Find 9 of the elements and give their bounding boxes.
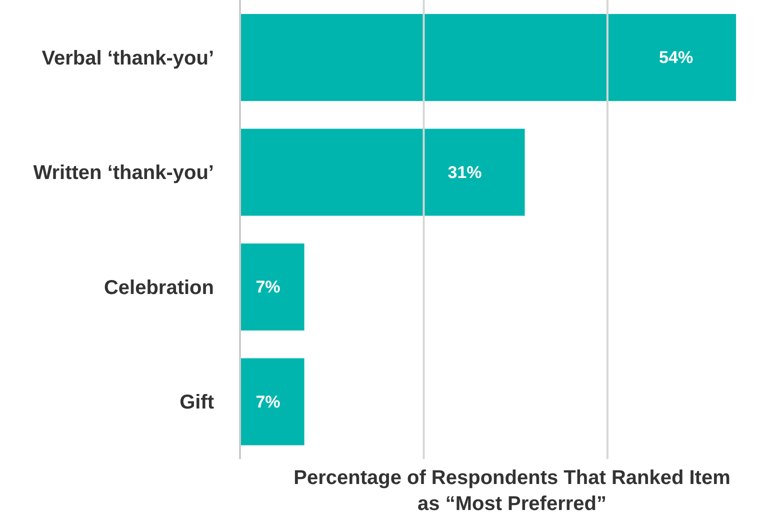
x-axis-title: Percentage of Respondents That Ranked Item as “Most Preferred” — [292, 466, 732, 517]
data-label: 54% — [659, 48, 694, 67]
data-label: 7% — [256, 278, 280, 296]
y-tick-label: Verbal ‘thank-you’ — [42, 47, 214, 70]
y-tick-label: Written ‘thank-you’ — [33, 162, 214, 184]
data-label: 7% — [256, 392, 280, 412]
data-label: 31% — [448, 162, 482, 182]
y-tick-label: Celebration — [104, 276, 214, 299]
y-tick-label: Gift — [180, 392, 214, 414]
